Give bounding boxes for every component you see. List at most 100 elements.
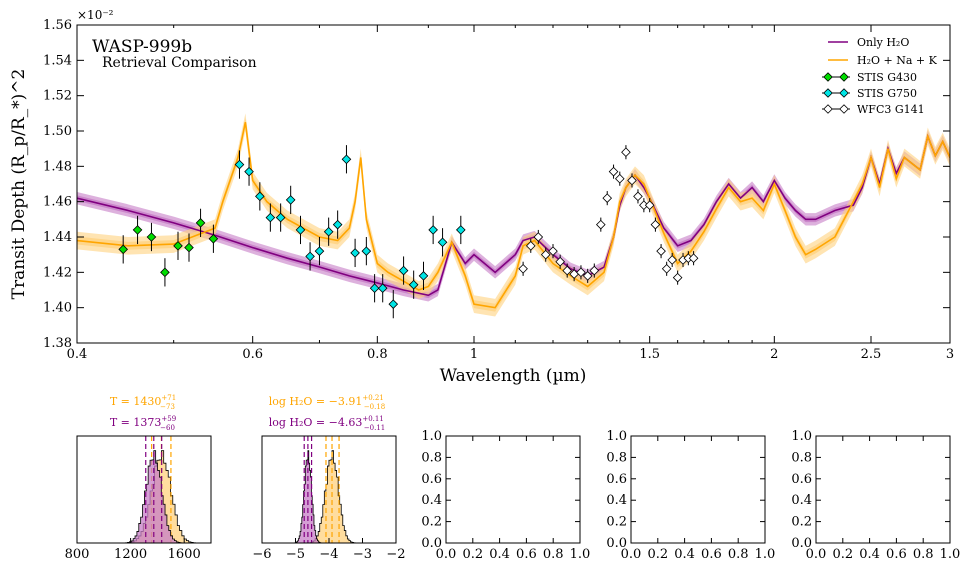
legend-marker <box>839 72 849 82</box>
data-point-stis-g750 <box>377 283 388 294</box>
y-tick-label: 0.2 <box>606 515 627 530</box>
x-tick-label: 0.2 <box>832 547 853 562</box>
x-axis-label: Wavelength (µm) <box>440 366 587 386</box>
data-point-wfc3-g141 <box>576 267 586 278</box>
title-line: log H₂O = −3.91+0.21 −0.18 <box>269 394 386 411</box>
y-tick-label: 1.50 <box>43 124 72 139</box>
x-tick-label: 0.0 <box>806 547 827 562</box>
data-point-wfc3-g141 <box>595 219 606 230</box>
title-line: T = 1430+71 −73 <box>110 394 176 411</box>
data-point-stis-g430 <box>160 267 170 278</box>
data-point-wfc3-g141 <box>562 265 573 276</box>
data-point-stis-g750 <box>418 271 429 281</box>
x-tick-label: 0.6 <box>516 547 537 562</box>
x-tick-label: 0.8 <box>913 547 934 562</box>
empty-panel-frame <box>630 435 766 544</box>
x-tick-label: 0.6 <box>701 547 722 562</box>
data-point-wfc3-g141 <box>650 219 661 230</box>
y-tick-label: 1.0 <box>791 429 812 444</box>
data-point-wfc3-g141 <box>667 255 678 265</box>
y-tick-label: 1.40 <box>43 301 72 316</box>
x-tick-label: 800 <box>65 547 90 562</box>
data-point-stis-g430 <box>146 232 157 242</box>
data-point-stis-g750 <box>408 279 419 290</box>
x-tick-label: 0.4 <box>489 547 510 562</box>
y-tick-label: 1.48 <box>43 159 72 174</box>
legend-label: H₂O + Na + K <box>857 54 938 67</box>
main-axes-frame <box>76 24 951 344</box>
x-tick-label: 0.4 <box>859 547 880 562</box>
data-point-wfc3-g141 <box>644 200 655 211</box>
x-tick-label: 0.8 <box>367 347 388 362</box>
data-point-wfc3-g141 <box>656 246 666 256</box>
data-point-stis-g750 <box>314 246 325 256</box>
legend-label: STIS G430 <box>857 71 917 84</box>
legend-marker <box>823 72 833 82</box>
main-plot: 0.4 0.6 0.8 1 1.5 2 2.5 31.381.401.421.441.461.… <box>43 18 954 362</box>
data-point-stis-g430 <box>173 241 183 251</box>
x-tick-label: 1.0 <box>570 547 591 562</box>
legend-marker <box>839 104 849 114</box>
main-data-layer <box>77 113 950 319</box>
data-point-stis-g750 <box>341 154 352 165</box>
y-tick-label: 0.0 <box>421 536 442 551</box>
temperature-posterior-panel: 800 1200 1600 <box>65 435 212 562</box>
x-tick-label: 1.5 <box>639 347 660 362</box>
data-point-stis-g750 <box>305 251 315 262</box>
data-point-wfc3-g141 <box>518 263 528 274</box>
empty-panel: 0.0 0.2 0.4 0.6 0.8 1.0 0.0 0.2 0.4 0.6 0.8 1.0 <box>421 429 590 562</box>
data-point-stis-g750 <box>332 219 343 230</box>
data-point-stis-g750 <box>265 212 276 223</box>
data-point-wfc3-g141 <box>602 193 613 203</box>
x-tick-label: 0.0 <box>436 547 457 562</box>
x-tick-label: 1 <box>470 347 478 362</box>
data-point-wfc3-g141 <box>525 241 536 251</box>
data-point-wfc3-g141 <box>582 271 593 281</box>
data-point-wfc3-g141 <box>683 253 694 264</box>
temperature-posterior-title: T = 1430+71 −73 T = 1373+59 −60 <box>110 394 176 432</box>
data-point-wfc3-g141 <box>555 256 565 267</box>
water-posterior-title: log H₂O = −3.91+0.21 −0.18 log H₂O = −4.6… <box>269 394 386 432</box>
y-tick-label: 1.0 <box>606 429 627 444</box>
y-tick-label: 0.4 <box>791 493 812 508</box>
model-line-h2o-na-k <box>77 122 950 309</box>
x-tick-label: 0.2 <box>647 547 668 562</box>
empty-panel: 0.0 0.2 0.4 0.6 0.8 1.0 0.0 0.2 0.4 0.6 0.8 1.0 <box>606 429 775 562</box>
y-tick-label: 0.6 <box>791 472 812 487</box>
legend-marker <box>823 88 833 98</box>
x-tick-label: 0.4 <box>67 347 88 362</box>
y-axis-label: Transit Depth (R_p/R_*)^2 <box>9 69 29 300</box>
x-tick-label: −3 <box>353 547 372 562</box>
y-tick-label: 0.2 <box>421 515 442 530</box>
y-tick-label: 0.8 <box>606 450 627 465</box>
data-point-stis-g430 <box>195 218 206 228</box>
data-point-stis-g750 <box>275 212 286 223</box>
water-posterior-panel: −6 −5 −4 −3 −2 <box>252 435 406 562</box>
data-point-wfc3-g141 <box>569 269 579 279</box>
legend-entry-stis-g750: STIS G750 <box>822 87 917 100</box>
panel-subtitle: Retrieval Comparison <box>102 55 257 71</box>
water-posterior-panel-data <box>292 436 359 543</box>
data-point-stis-g750 <box>428 225 438 235</box>
title-line: T = 1373+59 −60 <box>110 415 176 432</box>
x-tick-label: −6 <box>252 547 271 562</box>
data-point-stis-g430 <box>118 244 128 255</box>
data-point-stis-g750 <box>255 191 265 202</box>
y-tick-label: 1.56 <box>43 18 72 33</box>
y-tick-label: 1.46 <box>43 195 72 210</box>
data-point-stis-g750 <box>437 237 448 248</box>
data-point-stis-g430 <box>132 225 143 235</box>
x-tick-label: 0.6 <box>242 347 263 362</box>
x-tick-label: 0.2 <box>462 547 483 562</box>
x-tick-label: 3 <box>946 347 954 362</box>
y-tick-label: 0.4 <box>421 493 442 508</box>
data-point-wfc3-g141 <box>621 147 631 158</box>
x-tick-label: 0.0 <box>621 547 642 562</box>
title-line: log H₂O = −4.63+0.11 −0.11 <box>269 415 386 432</box>
legend: Only H₂O H₂O + Na + K STIS G430 STIS G75… <box>822 36 938 116</box>
x-tick-label: 2.5 <box>861 347 882 362</box>
x-tick-label: 1.0 <box>755 547 776 562</box>
legend-entry-h2o-na-k: H₂O + Na + K <box>828 54 938 67</box>
data-point-wfc3-g141 <box>627 175 637 186</box>
legend-entry-only-h2o: Only H₂O <box>828 36 909 49</box>
